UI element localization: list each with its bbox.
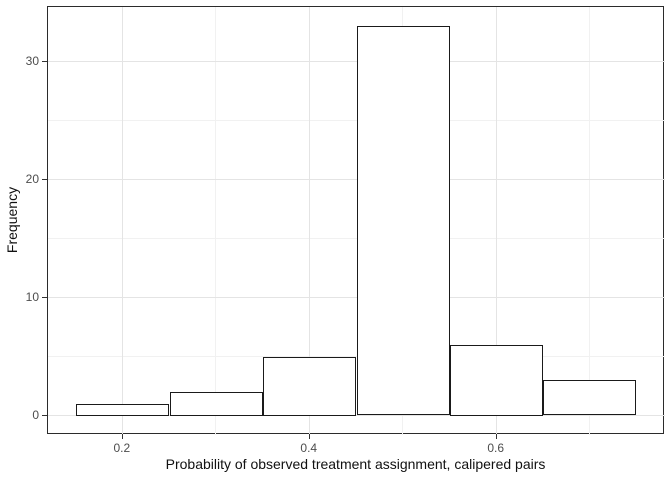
histogram-bar [76, 404, 169, 416]
histogram-bar [170, 392, 263, 416]
y-tick-label: 10 [25, 289, 39, 304]
y-tick-mark [42, 178, 47, 180]
x-axis-title: Probability of observed treatment assign… [165, 456, 546, 472]
x-tick-label: 0.4 [300, 441, 318, 455]
x-tick-label: 0.2 [113, 441, 131, 455]
histogram-bar [543, 380, 636, 415]
x-tick-mark [121, 434, 123, 439]
y-minor-gridline [48, 237, 665, 239]
histogram-bar [357, 26, 450, 415]
x-tick-mark [308, 434, 310, 439]
x-major-gridline [121, 7, 123, 435]
x-tick-label: 0.6 [487, 441, 505, 455]
y-major-gridline [48, 60, 665, 62]
x-minor-gridline [215, 7, 217, 435]
y-tick-mark [42, 60, 47, 62]
y-tick-mark [42, 414, 47, 416]
y-tick-label: 20 [25, 171, 39, 186]
y-major-gridline [48, 414, 665, 416]
y-tick-label: 0 [32, 407, 39, 422]
y-minor-gridline [48, 355, 665, 357]
y-major-gridline [48, 178, 665, 180]
y-tick-label: 30 [25, 53, 39, 68]
histogram-bar [450, 345, 543, 416]
x-tick-mark [495, 434, 497, 439]
y-minor-gridline [48, 119, 665, 121]
x-minor-gridline [589, 7, 591, 435]
x-major-gridline [495, 7, 497, 435]
histogram-bar [263, 357, 356, 416]
plot-panel [47, 6, 665, 435]
x-major-gridline [308, 7, 310, 435]
y-axis-title: Frequency [4, 186, 20, 254]
y-tick-mark [42, 296, 47, 298]
y-major-gridline [48, 296, 665, 298]
